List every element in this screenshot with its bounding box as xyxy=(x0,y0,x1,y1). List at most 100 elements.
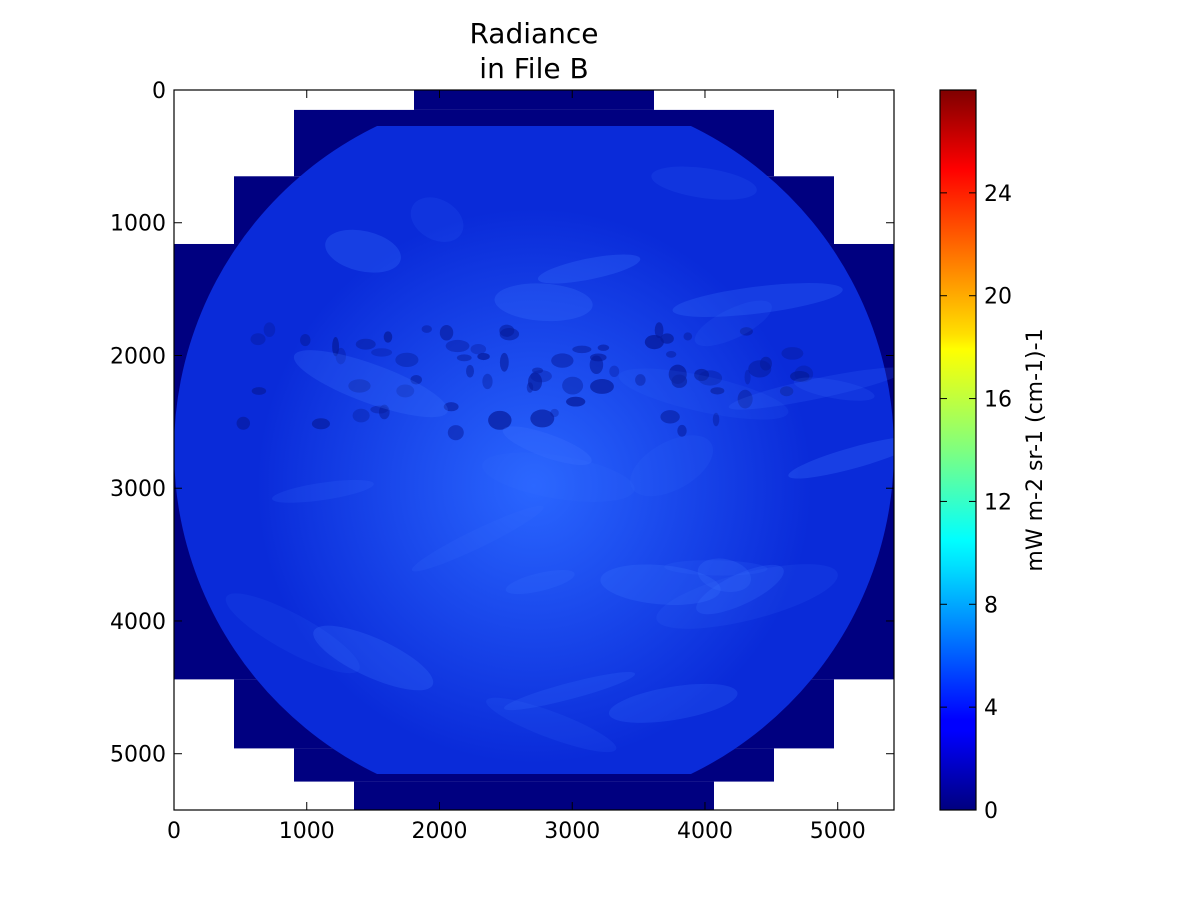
cloud-spot xyxy=(421,325,432,333)
chart-title-line-2: in File B xyxy=(479,52,588,85)
cloud-spot xyxy=(572,345,592,354)
cloud-swirl xyxy=(411,505,544,572)
cloud-spot xyxy=(737,389,753,409)
cloud-swirl xyxy=(728,367,894,410)
cloud-swirl xyxy=(664,560,768,576)
cloud-swirl xyxy=(672,283,843,317)
y-tick-label: 0 xyxy=(152,79,166,104)
cloud-spot xyxy=(410,375,423,385)
cloud-spot xyxy=(654,322,664,339)
cloud-swirl xyxy=(651,166,757,200)
cloud-swirl xyxy=(313,625,434,691)
colorbar-tick-label: 12 xyxy=(984,490,1012,515)
cloud-spot xyxy=(470,344,487,355)
cloud-spot xyxy=(311,418,330,430)
cloud-spot xyxy=(456,354,472,362)
cloud-spot xyxy=(528,372,543,392)
cloud-spot xyxy=(665,351,677,358)
cloud-spot xyxy=(781,347,804,360)
cloud-swirl xyxy=(696,564,784,615)
cloud-spot xyxy=(590,379,614,394)
cloud-spot xyxy=(379,404,390,420)
cloud-swirl xyxy=(697,558,752,593)
cloud-spot xyxy=(250,333,266,346)
x-tick-label: 3000 xyxy=(544,819,600,844)
cloud-spot xyxy=(551,353,574,368)
cloud-spot xyxy=(635,374,646,386)
cloud-spot xyxy=(439,324,454,341)
colorbar-tick-label: 16 xyxy=(984,388,1012,413)
y-tick-label: 5000 xyxy=(110,743,166,768)
colorbar-gradient xyxy=(939,89,977,811)
cloud-swirl xyxy=(505,569,575,595)
y-axis: 0 1000 2000 3000 4000 5000 xyxy=(110,79,894,768)
cloud-spot xyxy=(671,374,688,388)
cloud-spot xyxy=(759,356,772,371)
x-tick-label: 4000 xyxy=(677,819,733,844)
cloud-swirl xyxy=(793,377,875,401)
x-tick-label: 0 xyxy=(167,819,181,844)
cloud-spot xyxy=(660,333,674,344)
cloud-spot xyxy=(447,425,464,441)
cloud-swirl xyxy=(630,435,714,497)
cloud-swirl xyxy=(502,426,592,466)
cloud-swirl xyxy=(271,479,374,503)
cloud-spot xyxy=(300,333,311,347)
cloud-spot xyxy=(597,344,610,351)
cloud-spot xyxy=(794,365,814,383)
cloud-spot xyxy=(739,327,753,336)
cloud-swirl xyxy=(486,697,617,753)
cloud-spot xyxy=(644,334,664,350)
plot-area xyxy=(174,90,894,810)
cloud-spot xyxy=(466,364,475,378)
y-tick-label: 2000 xyxy=(110,344,166,369)
cloud-swirl xyxy=(600,564,721,605)
earth-disk-texture xyxy=(225,166,894,753)
y-tick-label: 1000 xyxy=(110,212,166,237)
colorbar-tick-label: 20 xyxy=(984,285,1012,310)
chart-title-line-1: Radiance xyxy=(469,17,598,50)
x-tick-label: 2000 xyxy=(411,819,467,844)
cloud-spot xyxy=(790,370,810,382)
colorbar: 0 4 8 12 16 20 24 mW m-2 sr-1 (cm-1)-1 xyxy=(939,89,1048,824)
cloud-spot xyxy=(352,408,370,423)
cloud-spot xyxy=(477,352,490,361)
cloud-spot xyxy=(355,338,376,350)
cloud-spot xyxy=(482,373,493,390)
cloud-spot xyxy=(590,353,607,362)
cloud-swirl xyxy=(788,436,894,479)
cloud-swirl xyxy=(293,350,448,418)
cloud-swirl xyxy=(608,683,738,723)
fill-block xyxy=(354,781,714,810)
colorbar-tick-label: 0 xyxy=(984,799,998,824)
cloud-spot xyxy=(660,410,680,424)
cloud-spot xyxy=(445,339,470,353)
cloud-spot xyxy=(499,352,509,372)
cloud-swirl xyxy=(537,254,641,284)
cloud-spot xyxy=(562,376,584,395)
cloud-spot xyxy=(236,416,251,430)
cloud-spot xyxy=(779,386,794,397)
cloud-spot xyxy=(677,424,687,437)
plot-frame xyxy=(173,89,895,811)
cloud-spot xyxy=(744,369,751,385)
cloud-spot xyxy=(383,331,393,343)
cloud-spot xyxy=(499,324,515,337)
cloud-spot xyxy=(609,365,620,378)
cloud-spot xyxy=(332,337,340,357)
colorbar-tick-label: 8 xyxy=(984,593,998,618)
x-tick-label: 1000 xyxy=(279,819,335,844)
cloud-spot xyxy=(251,387,267,395)
cloud-swirl xyxy=(494,283,593,322)
cloud-spot xyxy=(396,384,415,398)
x-tick-label: 5000 xyxy=(810,819,866,844)
colorbar-ticks: 0 4 8 12 16 20 24 xyxy=(940,182,1012,824)
cloud-swirl xyxy=(410,197,464,242)
x-axis: 0 1000 2000 3000 4000 5000 xyxy=(167,90,866,844)
cloud-swirl xyxy=(504,672,636,711)
earth-disk xyxy=(174,126,894,774)
cloud-swirl xyxy=(482,452,635,502)
cloud-swirl xyxy=(694,300,772,347)
cloud-swirl xyxy=(225,593,360,674)
